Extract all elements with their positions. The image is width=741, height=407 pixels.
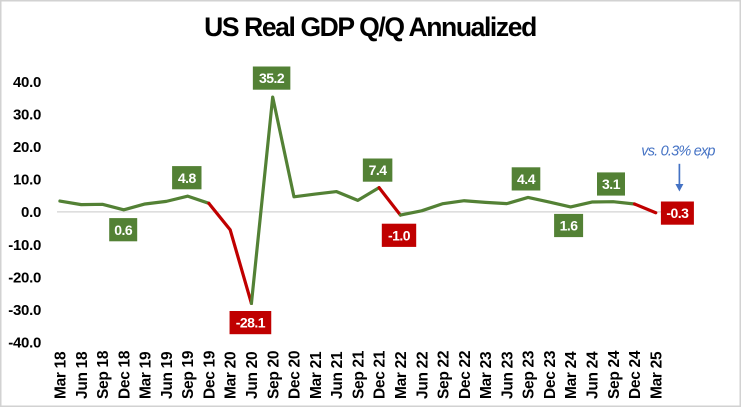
svg-text:35.2: 35.2 bbox=[259, 70, 285, 86]
svg-text:Dec 24: Dec 24 bbox=[627, 350, 644, 399]
svg-text:Dec 23: Dec 23 bbox=[542, 350, 559, 399]
svg-text:-1.0: -1.0 bbox=[388, 227, 411, 243]
svg-text:vs. 0.3% exp: vs. 0.3% exp bbox=[641, 144, 715, 160]
svg-text:Jun 21: Jun 21 bbox=[329, 351, 346, 399]
svg-text:Jun 23: Jun 23 bbox=[499, 351, 516, 399]
svg-text:4.8: 4.8 bbox=[178, 170, 197, 186]
svg-text:Dec 22: Dec 22 bbox=[457, 351, 474, 399]
svg-text:US Real GDP Q/Q Annualized: US Real GDP Q/Q Annualized bbox=[204, 12, 536, 42]
svg-text:Mar 23: Mar 23 bbox=[478, 351, 495, 399]
svg-text:Jun 24: Jun 24 bbox=[585, 351, 602, 399]
svg-text:Mar 21: Mar 21 bbox=[308, 351, 325, 399]
svg-text:10.0: 10.0 bbox=[13, 172, 41, 189]
svg-text:Sep 21: Sep 21 bbox=[350, 350, 367, 399]
svg-text:-40.0: -40.0 bbox=[8, 335, 41, 352]
svg-text:Dec 20: Dec 20 bbox=[287, 351, 304, 399]
svg-text:30.0: 30.0 bbox=[13, 106, 41, 123]
svg-text:Mar 22: Mar 22 bbox=[393, 352, 410, 399]
svg-text:20.0: 20.0 bbox=[13, 139, 41, 156]
svg-text:Jun 18: Jun 18 bbox=[74, 351, 91, 399]
svg-text:7.4: 7.4 bbox=[369, 162, 388, 178]
svg-text:-30.0: -30.0 bbox=[8, 302, 41, 319]
svg-text:0.0: 0.0 bbox=[21, 204, 41, 221]
svg-text:4.4: 4.4 bbox=[517, 171, 536, 187]
svg-text:Mar 18: Mar 18 bbox=[53, 351, 70, 399]
svg-text:Sep 18: Sep 18 bbox=[95, 350, 112, 399]
svg-text:Dec 18: Dec 18 bbox=[116, 350, 133, 399]
svg-text:1.6: 1.6 bbox=[560, 218, 579, 234]
svg-text:Mar 20: Mar 20 bbox=[223, 352, 240, 399]
svg-text:40.0: 40.0 bbox=[13, 74, 41, 91]
svg-text:3.1: 3.1 bbox=[602, 176, 621, 192]
svg-text:Dec 19: Dec 19 bbox=[201, 350, 218, 399]
svg-text:Sep 23: Sep 23 bbox=[521, 350, 538, 399]
svg-text:-10.0: -10.0 bbox=[8, 237, 41, 254]
svg-text:Sep 22: Sep 22 bbox=[436, 351, 453, 399]
svg-text:-0.3: -0.3 bbox=[666, 205, 689, 221]
svg-text:Sep 20: Sep 20 bbox=[265, 351, 282, 399]
svg-text:Jun 20: Jun 20 bbox=[244, 352, 261, 399]
svg-text:Mar 25: Mar 25 bbox=[648, 351, 665, 399]
svg-text:0.6: 0.6 bbox=[114, 222, 133, 238]
svg-text:Sep 24: Sep 24 bbox=[606, 350, 623, 399]
svg-text:Jun 22: Jun 22 bbox=[414, 352, 431, 399]
svg-text:-28.1: -28.1 bbox=[236, 315, 266, 331]
svg-text:Jun 19: Jun 19 bbox=[159, 351, 176, 399]
svg-text:-20.0: -20.0 bbox=[8, 269, 41, 286]
svg-text:Sep 19: Sep 19 bbox=[180, 350, 197, 399]
svg-text:Mar 19: Mar 19 bbox=[138, 351, 155, 399]
svg-text:Dec 21: Dec 21 bbox=[372, 350, 389, 399]
svg-text:Mar 24: Mar 24 bbox=[563, 351, 580, 399]
